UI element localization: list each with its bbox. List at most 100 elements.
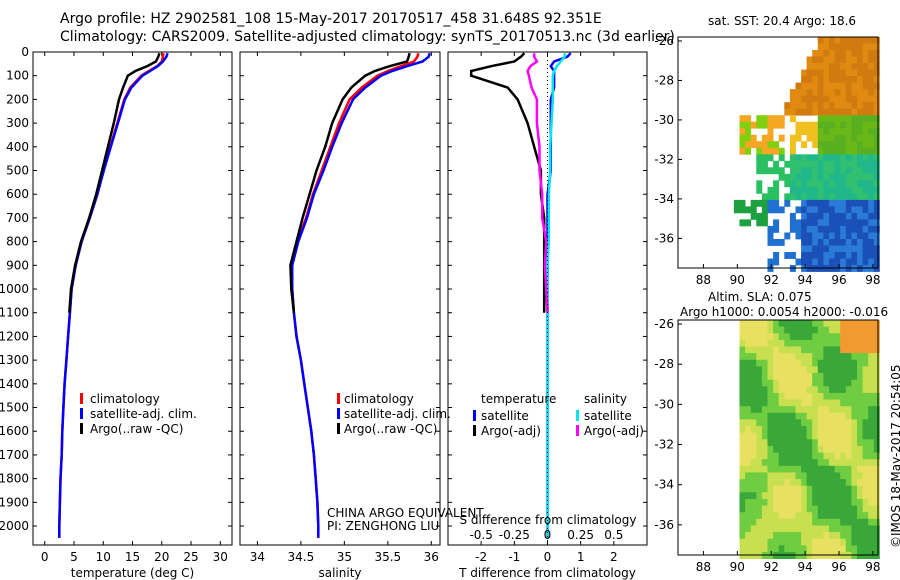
sla-map-cell: [845, 379, 852, 387]
difference-series-s_argo-line: [526, 53, 549, 313]
sla-map-cell: [857, 366, 863, 374]
sla-map-cell: [817, 499, 824, 506]
sla-map-cell: [829, 545, 835, 553]
sla-map-cell: [840, 452, 847, 460]
sla-map-cell: [784, 373, 791, 380]
sla-map-cell: [789, 320, 796, 327]
sst-map-cell: [851, 180, 858, 188]
sla-map-cell: [750, 432, 757, 440]
sla-map-cell: [750, 518, 757, 526]
sst-map-cell: [823, 147, 830, 155]
sla-map-cell: [823, 505, 830, 513]
sla-map-cell: [745, 379, 752, 387]
sla-map-cell: [873, 545, 880, 553]
sla-map-cell: [823, 545, 830, 553]
sst-map-cell: [773, 180, 780, 188]
sst-map-cell: [834, 167, 841, 175]
sla-map-cell: [761, 532, 768, 540]
sla-map-cell: [750, 532, 757, 540]
sla-map-cell: [745, 499, 752, 506]
sst-map-cell: [840, 115, 847, 123]
sst-map-cell: [857, 128, 863, 136]
sst-map-cell: [778, 121, 785, 129]
sst-map-cell: [801, 95, 808, 103]
sst-map-cell: [829, 121, 835, 129]
sla-map-cell: [845, 459, 852, 467]
sla-map-subtitle: Argo h1000: 0.0054 h2000: -0.016: [680, 305, 889, 319]
sla-map-cell: [862, 459, 869, 467]
sst-map-cell: [862, 206, 869, 214]
sla-map-cell: [750, 439, 757, 447]
sst-map-cell: [756, 186, 763, 194]
sst-map-cell: [840, 219, 847, 227]
sla-map-cell: [857, 406, 863, 414]
sla-map-cell: [750, 485, 757, 493]
sst-map-cell: [845, 50, 852, 57]
sst-map-cell: [851, 76, 858, 83]
sst-map-cell: [862, 50, 869, 57]
sst-map-cell: [873, 154, 880, 162]
sla-map-cell: [756, 320, 763, 327]
sst-map-cell: [845, 252, 852, 259]
sla-map-cell: [840, 512, 847, 520]
sla-map-cell: [823, 445, 830, 453]
sla-map-cell: [857, 512, 863, 520]
sst-map-cell: [817, 206, 824, 214]
sla-map-cell: [767, 419, 774, 427]
sst-map-cell: [840, 212, 847, 220]
sst-map-cell: [834, 43, 841, 51]
sst-map-cell: [857, 69, 863, 77]
sst-map-cell: [812, 128, 819, 136]
sst-map-cell: [862, 128, 869, 136]
sla-map-cell: [767, 479, 774, 487]
sla-map-cell: [767, 532, 774, 540]
sla-map-cell: [789, 326, 796, 334]
sst-map-cell: [784, 180, 791, 188]
sst-map-cell: [823, 76, 830, 83]
sst-map-cell: [761, 193, 768, 201]
sla-map-cell: [829, 339, 835, 347]
sla-map-cell: [845, 479, 852, 487]
sla-map-cell: [862, 333, 869, 341]
sla-map-cell: [795, 512, 802, 520]
sst-map-cell: [873, 82, 880, 90]
sst-map-cell: [851, 245, 858, 253]
sla-map-cell: [851, 525, 858, 533]
sst-map-cell: [778, 167, 785, 175]
sst-map-cell: [857, 50, 863, 57]
sla-map-cell: [840, 406, 847, 414]
sla-map-cell: [773, 326, 780, 334]
sst-map-cell: [823, 193, 830, 201]
sla-map-cell: [739, 459, 746, 467]
sla-map-cell: [801, 512, 808, 520]
sla-map-cell: [761, 406, 768, 414]
sla-map-cell: [862, 479, 869, 487]
sla-map-cell: [750, 339, 757, 347]
sst-map-cell: [868, 186, 875, 194]
sst-map-cell: [812, 89, 819, 96]
sla-map-cell: [750, 333, 757, 341]
sla-map-cell: [845, 426, 852, 434]
sla-map-cell: [773, 339, 780, 347]
sst-map-cell: [789, 193, 796, 201]
sla-map-cell: [773, 505, 780, 513]
sla-map-cell: [784, 512, 791, 520]
sla-map-cell: [784, 406, 791, 414]
sla-map-cell: [756, 485, 763, 493]
sla-map-cell: [823, 439, 830, 447]
sst-map-cell: [784, 160, 791, 168]
sst-map-cell: [829, 63, 835, 70]
sla-map-cell: [845, 452, 852, 460]
sla-map-cell: [857, 333, 863, 341]
sla-map-cell: [873, 432, 880, 440]
sla-map-cell: [739, 505, 746, 513]
sla-map-cell: [795, 399, 802, 407]
sla-map-cell: [756, 333, 763, 341]
sst-map-cell: [868, 115, 875, 123]
sst-map-cell: [761, 160, 768, 168]
temp-legend-swatch-climatology: [80, 393, 83, 404]
sla-map-cell: [840, 472, 847, 480]
sst-map-cell: [873, 56, 880, 64]
sst-map-cell: [817, 141, 824, 149]
sla-map-cell: [778, 439, 785, 447]
